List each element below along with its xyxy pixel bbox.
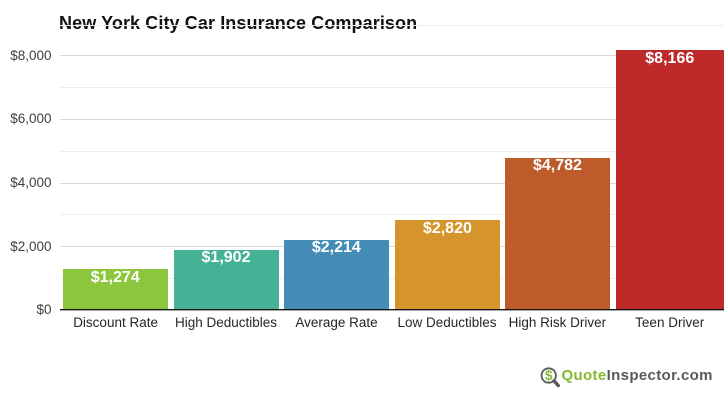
svg-text:$: $ <box>545 368 553 383</box>
